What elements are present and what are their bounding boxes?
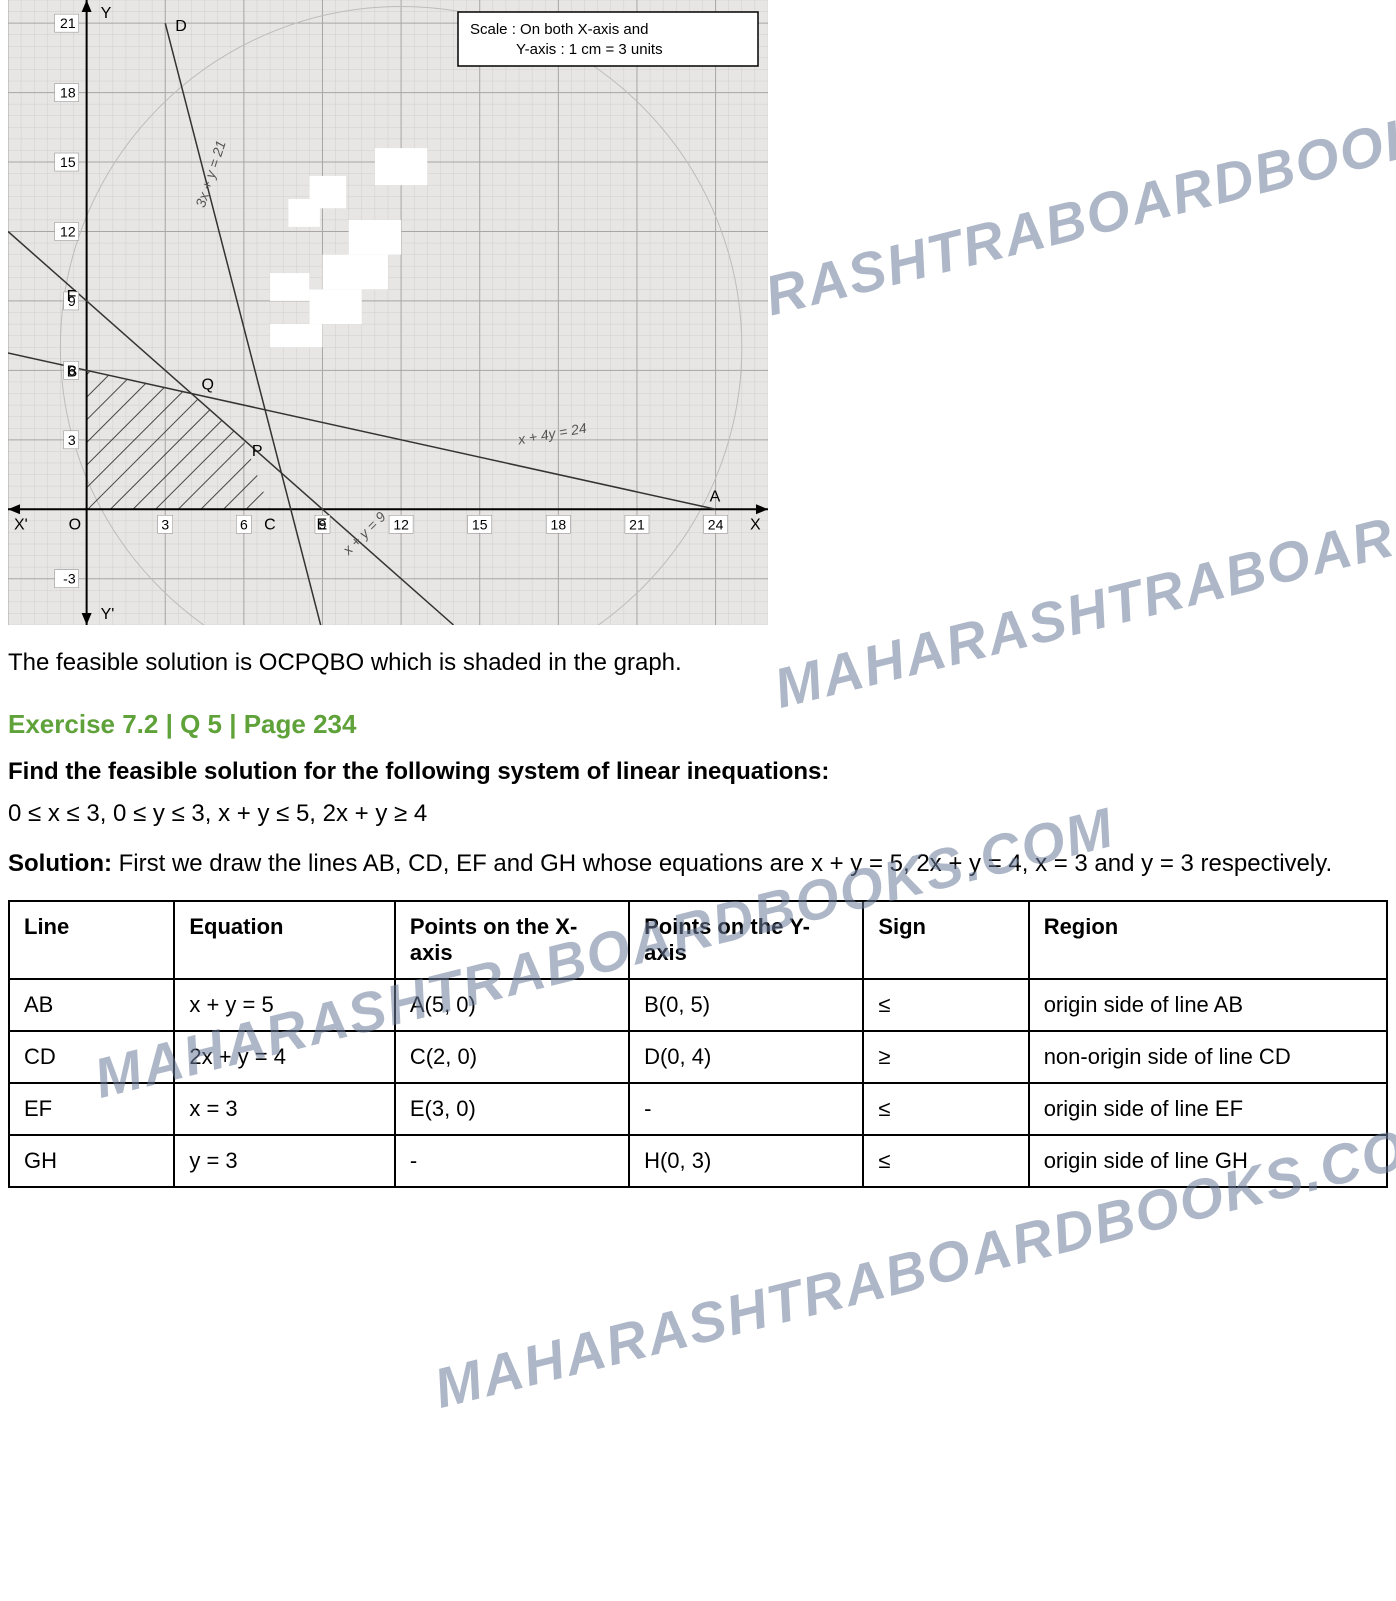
svg-text:E: E <box>316 516 327 533</box>
table-cell: A(5, 0) <box>395 979 629 1031</box>
graph-caption: The feasible solution is OCPQBO which is… <box>8 645 1396 681</box>
table-cell: GH <box>9 1135 174 1187</box>
solution-text: Solution: First we draw the lines AB, CD… <box>8 846 1384 882</box>
svg-text:X: X <box>750 516 761 533</box>
table-cell: 2x + y = 4 <box>174 1031 394 1083</box>
svg-text:21: 21 <box>60 15 76 31</box>
table-cell: x = 3 <box>174 1083 394 1135</box>
table-header: Points on the X-axis <box>395 901 629 979</box>
svg-text:3: 3 <box>68 432 76 448</box>
svg-text:24: 24 <box>708 516 724 532</box>
table-cell: origin side of line GH <box>1029 1135 1387 1187</box>
svg-text:Q: Q <box>201 377 213 394</box>
solution-body: First we draw the lines AB, CD, EF and G… <box>112 850 1332 877</box>
table-cell: ≤ <box>863 1083 1028 1135</box>
table-cell: ≤ <box>863 979 1028 1031</box>
table-cell: x + y = 5 <box>174 979 394 1031</box>
svg-text:15: 15 <box>60 154 76 170</box>
svg-text:Y': Y' <box>101 606 115 623</box>
table-row: GHy = 3-H(0, 3)≤origin side of line GH <box>9 1135 1387 1187</box>
svg-text:15: 15 <box>472 516 488 532</box>
table-cell: y = 3 <box>174 1135 394 1187</box>
table-row: CD2x + y = 4C(2, 0)D(0, 4)≥non-origin si… <box>9 1031 1387 1083</box>
table-cell: non-origin side of line CD <box>1029 1031 1387 1083</box>
table-cell: origin side of line EF <box>1029 1083 1387 1135</box>
svg-text:Y-axis : 1 cm = 3 units: Y-axis : 1 cm = 3 units <box>516 41 663 58</box>
table-cell: origin side of line AB <box>1029 979 1387 1031</box>
table-header: Region <box>1029 901 1387 979</box>
svg-text:Y: Y <box>101 5 112 22</box>
svg-text:6: 6 <box>240 516 248 532</box>
svg-text:C: C <box>264 516 276 533</box>
svg-text:18: 18 <box>60 85 76 101</box>
exercise-heading: Exercise 7.2 | Q 5 | Page 234 <box>8 709 1396 740</box>
table-row: ABx + y = 5A(5, 0)B(0, 5)≤origin side of… <box>9 979 1387 1031</box>
table-cell: CD <box>9 1031 174 1083</box>
svg-text:X': X' <box>14 516 28 533</box>
table-cell: D(0, 4) <box>629 1031 863 1083</box>
solution-label: Solution: <box>8 850 112 877</box>
svg-text:18: 18 <box>551 516 567 532</box>
table-cell: - <box>629 1083 863 1135</box>
table-cell: ≥ <box>863 1031 1028 1083</box>
table-header: Equation <box>174 901 394 979</box>
table-cell: ≤ <box>863 1135 1028 1187</box>
solution-table: LineEquationPoints on the X-axisPoints o… <box>8 900 1388 1188</box>
table-cell: B(0, 5) <box>629 979 863 1031</box>
table-header: Points on the Y-axis <box>629 901 863 979</box>
table-header: Line <box>9 901 174 979</box>
svg-text:21: 21 <box>629 516 645 532</box>
table-cell: E(3, 0) <box>395 1083 629 1135</box>
feasible-region-graph: x + 4y = 243x + y = 21x + y = 9369121518… <box>8 0 768 625</box>
svg-text:O: O <box>69 516 81 533</box>
svg-text:D: D <box>175 18 187 35</box>
svg-text:-3: -3 <box>63 571 76 587</box>
table-cell: - <box>395 1135 629 1187</box>
table-header: Sign <box>863 901 1028 979</box>
table-row: EFx = 3E(3, 0)-≤origin side of line EF <box>9 1083 1387 1135</box>
svg-text:Scale : On both X-axis and: Scale : On both X-axis and <box>470 21 648 38</box>
table-cell: AB <box>9 979 174 1031</box>
svg-text:3: 3 <box>161 516 169 532</box>
inequations-text: 0 ≤ x ≤ 3, 0 ≤ y ≤ 3, x + y ≤ 5, 2x + y … <box>8 800 1396 828</box>
svg-text:A: A <box>710 488 721 505</box>
svg-text:F: F <box>67 288 77 305</box>
svg-text:12: 12 <box>393 516 409 532</box>
svg-text:B: B <box>67 363 78 380</box>
table-cell: C(2, 0) <box>395 1031 629 1083</box>
svg-text:P: P <box>252 443 263 460</box>
question-text: Find the feasible solution for the follo… <box>8 758 1396 786</box>
table-cell: H(0, 3) <box>629 1135 863 1187</box>
svg-text:12: 12 <box>60 223 76 239</box>
table-cell: EF <box>9 1083 174 1135</box>
